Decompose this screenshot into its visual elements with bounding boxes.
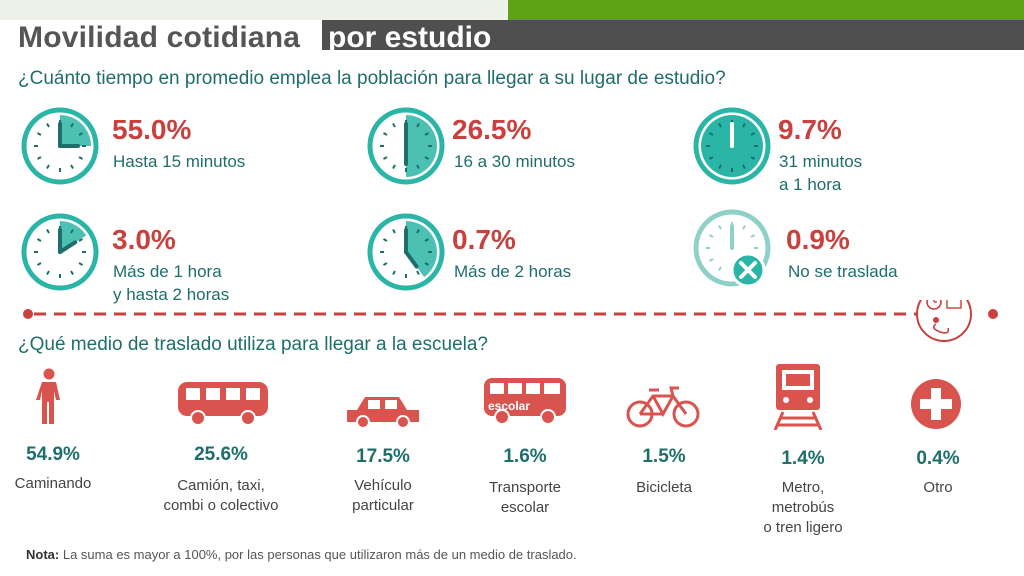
clock-icon (20, 106, 100, 186)
time-percent-6: 0.9% (786, 224, 850, 255)
time-label-5: Más de 2 horas (454, 262, 572, 281)
bus-icon (176, 380, 272, 428)
svg-text:escolar: escolar (488, 399, 530, 413)
time-label-4a: Más de 1 hora (113, 262, 222, 281)
transport-percent-car: 17.5% (356, 446, 410, 467)
time-question: ¿Cuánto tiempo en promedio emplea la pob… (18, 68, 726, 89)
footnote: Nota: La suma es mayor a 100%, por las p… (26, 547, 577, 562)
transport-label-bus: Camión, taxi, combi o colectivo (163, 477, 279, 514)
transport-question: ¿Qué medio de traslado utiliza para lleg… (18, 334, 488, 355)
car-icon (343, 392, 423, 428)
section-divider (23, 300, 998, 342)
time-percent-1: 55.0% (112, 114, 192, 145)
transport-label-other: Otro (923, 479, 953, 496)
bicycle-icon (625, 384, 701, 430)
footnote-label: Nota: (26, 547, 60, 562)
clock-icon (692, 106, 772, 186)
transport-label-school-bus: Transporte escolar (489, 479, 561, 516)
time-percent-2: 26.5% (452, 114, 532, 145)
walking-person-icon (33, 368, 65, 426)
page-subtitle: por estudio (328, 21, 492, 54)
clock-icon (366, 212, 446, 292)
time-percent-4: 3.0% (112, 224, 176, 255)
transport-label-car: Vehículo particular (352, 477, 414, 514)
header-bar-dark (322, 20, 1024, 50)
time-label-3b: a 1 hora (779, 175, 842, 194)
time-percent-5: 0.7% (452, 224, 516, 255)
footnote-text: La suma es mayor a 100%, por las persona… (62, 547, 577, 562)
transport-percent-other: 0.4% (916, 448, 960, 469)
clock-icon (20, 212, 100, 292)
time-label-2: 16 a 30 minutos (454, 152, 575, 171)
time-label-6: No se traslada (788, 262, 898, 281)
transport-label-bicycle: Bicicleta (636, 479, 692, 496)
transport-percent-bus: 25.6% (194, 444, 248, 465)
transport-label-walking: Caminando (14, 475, 92, 492)
train-icon (773, 362, 823, 430)
time-label-1: Hasta 15 minutos (113, 152, 246, 171)
clock-icon (366, 106, 446, 186)
transport-percent-school-bus: 1.6% (503, 446, 547, 467)
transport-percent-walking: 54.9% (26, 444, 80, 465)
clock-x-icon (692, 208, 780, 296)
header-bar-green (508, 0, 1024, 20)
school-bus-icon: escolar (482, 376, 570, 426)
time-percent-3: 9.7% (778, 114, 842, 145)
header-bar-light (0, 0, 508, 20)
time-label-4b: y hasta 2 horas (113, 285, 230, 304)
plus-icon (910, 378, 962, 430)
page-title: Movilidad cotidiana (18, 21, 301, 54)
transport-percent-bicycle: 1.5% (642, 446, 686, 467)
transport-label-train: Metro, metrobús o tren ligero (763, 479, 843, 536)
transport-percent-train: 1.4% (781, 448, 825, 469)
time-label-3a: 31 minutos (779, 152, 863, 171)
route-icon (926, 300, 962, 334)
